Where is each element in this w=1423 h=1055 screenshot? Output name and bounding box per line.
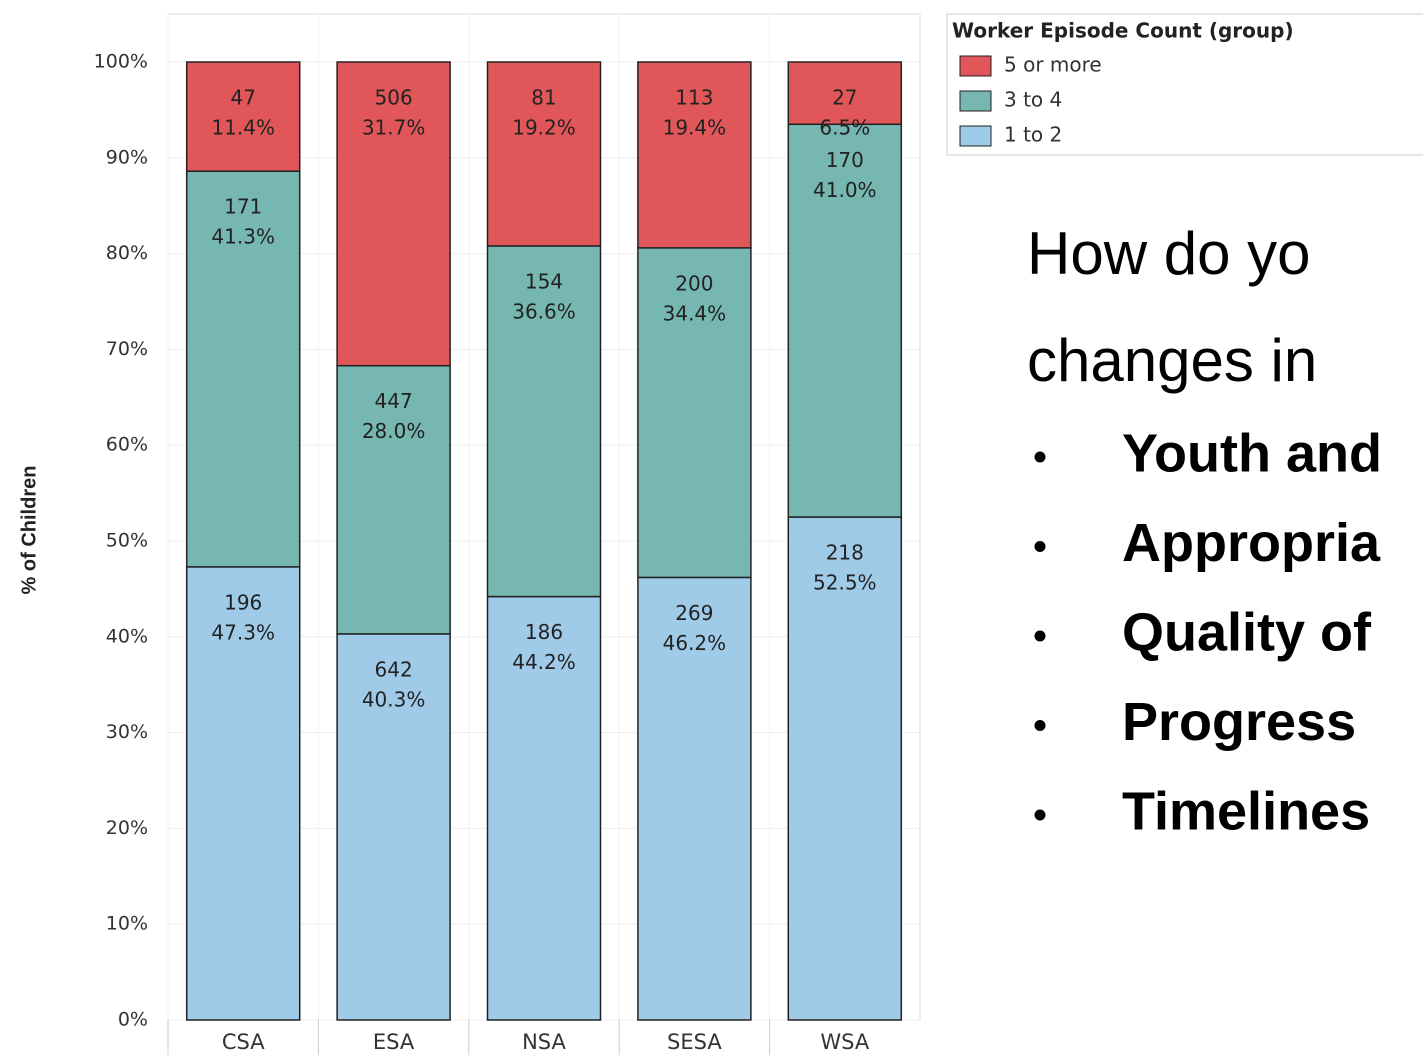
data-count: 81	[531, 86, 556, 110]
data-count: 27	[832, 86, 857, 110]
data-count: 47	[230, 86, 255, 110]
data-count: 170	[826, 148, 864, 172]
data-count: 642	[375, 657, 413, 681]
data-label: 19.4%	[663, 116, 727, 140]
heading-line: changes in	[1027, 327, 1317, 394]
bar-segment	[486, 61, 602, 247]
data-count: 269	[675, 601, 713, 625]
data-count: 447	[375, 389, 413, 413]
x-tick-label: NSA	[522, 1030, 566, 1054]
bar-segment	[787, 516, 903, 1021]
data-count: 506	[375, 86, 413, 110]
data-label: 44.2%	[512, 650, 576, 674]
data-count: 200	[675, 271, 713, 295]
y-tick-label: 0%	[118, 1009, 148, 1031]
bar-segment	[637, 247, 752, 579]
y-tick-label: 90%	[106, 146, 148, 168]
bar-segment	[637, 576, 752, 1021]
x-tick-label: SESA	[667, 1030, 722, 1054]
x-tick-label: ESA	[373, 1030, 415, 1054]
data-count: 154	[525, 269, 563, 293]
legend-box	[946, 13, 1423, 156]
data-count: 196	[224, 590, 262, 614]
legend-label: 3 to 4	[1004, 88, 1062, 112]
y-tick-label: 70%	[106, 338, 148, 360]
bullet-text: Timelines	[1122, 781, 1370, 841]
bullet-dot	[1034, 630, 1046, 642]
data-label: 11.4%	[211, 116, 275, 140]
y-tick-label: 20%	[106, 817, 148, 839]
bar-segment	[185, 61, 301, 172]
y-tick-label: 60%	[106, 434, 148, 456]
y-tick-label: 100%	[94, 51, 148, 73]
y-tick-label: 80%	[106, 242, 148, 264]
bullet-dot	[1034, 541, 1046, 552]
data-label: 46.2%	[663, 631, 727, 655]
legend-swatch	[959, 90, 992, 112]
y-axis-label: % of Children	[18, 466, 40, 595]
bar-segment	[637, 61, 752, 249]
bar-segment	[486, 595, 602, 1021]
data-label: 28.0%	[362, 419, 426, 443]
data-count: 186	[525, 620, 563, 644]
data-label: 19.2%	[512, 116, 576, 140]
bullet-text: Progress	[1122, 692, 1356, 752]
data-label: 41.0%	[813, 178, 877, 202]
data-label: 40.3%	[362, 687, 426, 711]
data-count: 113	[675, 86, 713, 110]
legend-label: 5 or more	[1004, 53, 1102, 77]
legend-swatch	[959, 55, 992, 77]
bar-segment	[336, 633, 451, 1021]
data-label: 52.5%	[813, 571, 877, 595]
y-tick-label: 30%	[106, 721, 148, 743]
data-label: 47.3%	[211, 620, 275, 644]
bullet-dot	[1034, 451, 1046, 463]
y-tick-label: 10%	[106, 913, 148, 935]
bar-segment	[787, 123, 903, 518]
data-count: 218	[826, 541, 864, 565]
bar-segment	[486, 245, 602, 598]
data-label: 31.7%	[362, 116, 426, 140]
bullet-dot	[1034, 720, 1046, 731]
bullet-text: Quality of	[1122, 602, 1372, 662]
legend-title: Worker Episode Count (group)	[952, 19, 1294, 43]
x-tick-label: WSA	[820, 1030, 869, 1054]
bar-segment	[787, 61, 903, 126]
data-label: 6.5%	[819, 116, 870, 140]
heading-line: How do yo	[1027, 220, 1310, 287]
bullet-text: Youth and	[1122, 423, 1382, 483]
data-label: 36.6%	[512, 299, 576, 323]
legend-swatch	[959, 125, 992, 147]
x-tick-label: CSA	[222, 1030, 265, 1054]
y-tick-label: 50%	[106, 530, 148, 552]
bar-segment	[185, 566, 301, 1021]
bar-segment	[336, 61, 451, 367]
data-label: 34.4%	[663, 301, 727, 325]
bullet-text: Appropria	[1122, 513, 1381, 573]
y-tick-label: 40%	[106, 625, 148, 647]
bar-segment	[185, 170, 301, 568]
legend-label: 1 to 2	[1004, 123, 1062, 147]
bullet-dot	[1034, 809, 1046, 821]
data-label: 41.3%	[211, 225, 275, 249]
data-count: 171	[224, 195, 262, 219]
